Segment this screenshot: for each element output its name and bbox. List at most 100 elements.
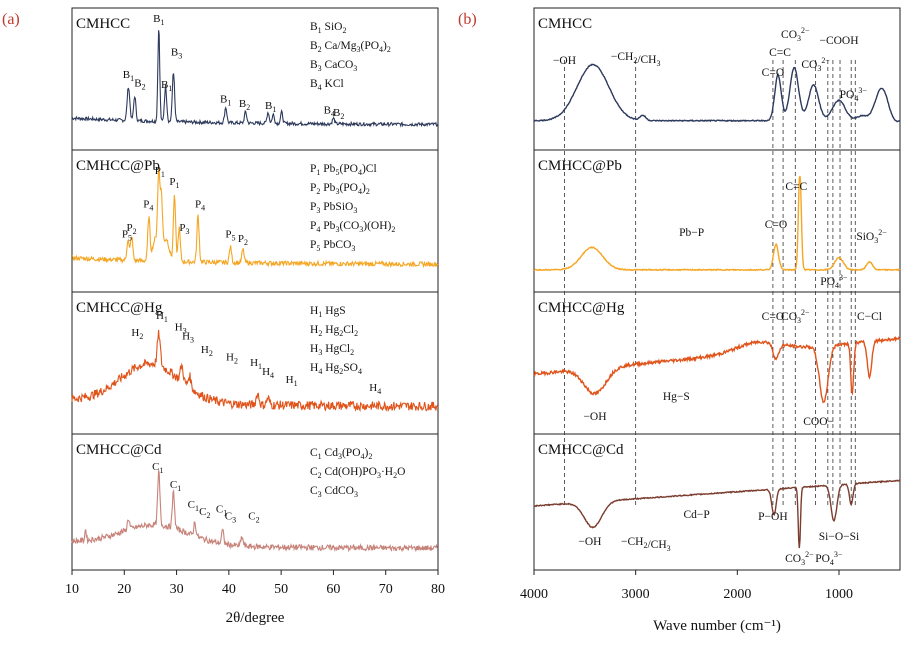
xrd-phase-legend: C1 Cd3(PO4)2 bbox=[310, 447, 372, 461]
xrd-curve-1 bbox=[71, 30, 439, 128]
ftir-band-label: C=C bbox=[785, 181, 807, 193]
xrd-peak-label: H1 bbox=[286, 374, 298, 388]
xrd-peak-label: H3 bbox=[175, 321, 187, 335]
xrd-peak-label: C1 bbox=[170, 479, 181, 493]
panel-label-b: (b) bbox=[458, 11, 477, 28]
ftir-sample-name: CMHCC@Pb bbox=[538, 158, 622, 174]
xrd-peak-label: H4 bbox=[369, 382, 381, 396]
ftir-band-label: C=O bbox=[762, 311, 784, 323]
xrd-peak-label: P2 bbox=[238, 233, 248, 247]
ftir-band-label: COO− bbox=[803, 416, 834, 428]
ftir-sample-name: CMHCC bbox=[538, 16, 592, 32]
xrd-peak-label: C1 bbox=[188, 499, 199, 513]
ftir-band-label: C−Cl bbox=[857, 311, 882, 323]
xrd-peak-label: P1 bbox=[155, 165, 165, 179]
ftir-band-label: −CH2/CH3 bbox=[621, 536, 671, 553]
xrd-peak-label: P4 bbox=[195, 198, 205, 212]
xrd-phase-legend: P1 Pb5(PO4)Cl bbox=[310, 163, 377, 177]
xrd-sample-name: CMHCC bbox=[76, 16, 130, 32]
xrd-frame bbox=[71, 7, 439, 571]
xrd-sample-name: CMHCC@Pb bbox=[76, 158, 160, 174]
xrd-peak-label: B1 bbox=[265, 100, 276, 114]
xrd-peak-label: C3 bbox=[225, 510, 236, 524]
xrd-peak-label: B1 bbox=[123, 69, 134, 83]
xrd-peak-label: B1 bbox=[220, 93, 231, 107]
ftir-band-label: CO32− bbox=[781, 308, 810, 325]
xrd-peak-label: P4 bbox=[143, 198, 153, 212]
ftir-frame bbox=[533, 7, 901, 571]
xrd-phase-legend: B1 SiO2 bbox=[310, 21, 346, 35]
ftir-band-label: −OH bbox=[553, 55, 576, 67]
ftir-band-label: Si−O−Si bbox=[819, 531, 859, 543]
ftir-band-label: CO32− bbox=[801, 56, 830, 73]
xrd-phase-legend: P2 Pb3(PO4)2 bbox=[310, 182, 370, 196]
xrd-peak-label: C1 bbox=[152, 461, 163, 475]
ftir-x-tick-label: 3000 bbox=[622, 587, 650, 602]
xrd-peak-label: B2 bbox=[239, 98, 250, 112]
xrd-curve-2 bbox=[72, 167, 439, 269]
xrd-sample-name: CMHCC@Cd bbox=[76, 442, 162, 458]
ftir-band-label: CO32− bbox=[781, 26, 810, 43]
xrd-peak-label: P5 bbox=[225, 229, 235, 243]
xrd-peak-label: B2 bbox=[333, 107, 344, 121]
ftir-band-label: PO43− bbox=[840, 86, 868, 103]
xrd-phase-legend: P3 PbSiO3 bbox=[310, 201, 357, 215]
xrd-peak-label: H3 bbox=[182, 330, 194, 344]
xrd-phase-legend: P4 Pb3(CO3)(OH)2 bbox=[310, 220, 395, 234]
xrd-phase-legend: P5 PbCO3 bbox=[310, 239, 355, 253]
ftir-band-label: C=C bbox=[769, 47, 791, 59]
xrd-phase-legend: C3 CdCO3 bbox=[310, 485, 358, 499]
ftir-band-label: −COOH bbox=[819, 35, 858, 47]
xrd-phase-legend: B2 Ca/Mg3(PO4)2 bbox=[310, 40, 391, 54]
xrd-x-axis-label: 2θ/degree bbox=[226, 610, 285, 626]
xrd-peak-label: C2 bbox=[199, 506, 210, 520]
ftir-band-label: P−OH bbox=[758, 511, 788, 523]
ftir-x-tick-label: 4000 bbox=[520, 587, 548, 602]
ftir-band-label: Hg−S bbox=[663, 391, 690, 403]
ftir-curve-1 bbox=[533, 63, 901, 123]
xrd-x-tick-label: 40 bbox=[222, 582, 236, 597]
xrd-peak-label: H4 bbox=[262, 366, 274, 380]
xrd-curve-3 bbox=[71, 329, 439, 413]
ftir-band-label: Pb−P bbox=[679, 227, 704, 239]
ftir-band-label: Cd−P bbox=[684, 509, 710, 521]
ftir-curve-4 bbox=[533, 479, 901, 549]
xrd-peak-label: P1 bbox=[169, 176, 179, 190]
xrd-peak-label: H2 bbox=[201, 344, 213, 358]
xrd-peak-label: B4 bbox=[324, 105, 335, 119]
xrd-x-tick-label: 60 bbox=[326, 582, 340, 597]
xrd-peak-label: H2 bbox=[131, 327, 143, 341]
xrd-peak-label: P5 bbox=[122, 229, 132, 243]
xrd-phase-legend: H3 HgCl2 bbox=[310, 343, 354, 357]
ftir-band-label: −OH bbox=[583, 411, 606, 423]
xrd-phase-legend: C2 Cd(OH)PO3·H2O bbox=[310, 466, 405, 480]
ftir-band-label: C=O bbox=[765, 219, 787, 231]
xrd-sample-name: CMHCC@Hg bbox=[76, 300, 163, 316]
xrd-phase-legend: H4 Hg2SO4 bbox=[310, 362, 362, 376]
ftir-x-tick-label: 2000 bbox=[723, 587, 751, 602]
xrd-peak-label: B1 bbox=[161, 79, 172, 93]
ftir-sample-name: CMHCC@Hg bbox=[538, 300, 625, 316]
xrd-peak-label: H1 bbox=[250, 357, 262, 371]
xrd-phase-legend: H1 HgS bbox=[310, 305, 346, 319]
xrd-x-tick-label: 20 bbox=[117, 582, 131, 597]
xrd-phase-legend: B4 KCl bbox=[310, 78, 344, 92]
ftir-band-label: PO43− bbox=[820, 273, 848, 290]
ftir-band-label: C=O bbox=[762, 67, 784, 79]
ftir-band-label: SiO32− bbox=[856, 228, 887, 245]
xrd-x-tick-label: 70 bbox=[379, 582, 393, 597]
ftir-curve-2 bbox=[533, 175, 901, 272]
xrd-peak-label: P3 bbox=[179, 222, 189, 236]
ftir-x-axis-label: Wave number (cm⁻¹) bbox=[653, 618, 781, 634]
xrd-phase-legend: B3 CaCO3 bbox=[310, 59, 357, 73]
ftir-band-label: −OH bbox=[578, 536, 601, 548]
xrd-curve-4 bbox=[71, 470, 439, 553]
ftir-panel: CMHCC CMHCC@Pb CMHCC@Hg CMHCC@Cd −OH −CH2/CH3… bbox=[520, 7, 901, 634]
ftir-curve-3 bbox=[533, 336, 901, 404]
ftir-sample-name: CMHCC@Cd bbox=[538, 442, 624, 458]
xrd-peak-label: C2 bbox=[248, 510, 259, 524]
xrd-peak-label: B2 bbox=[134, 78, 145, 92]
xrd-peak-label: B1 bbox=[153, 13, 164, 27]
